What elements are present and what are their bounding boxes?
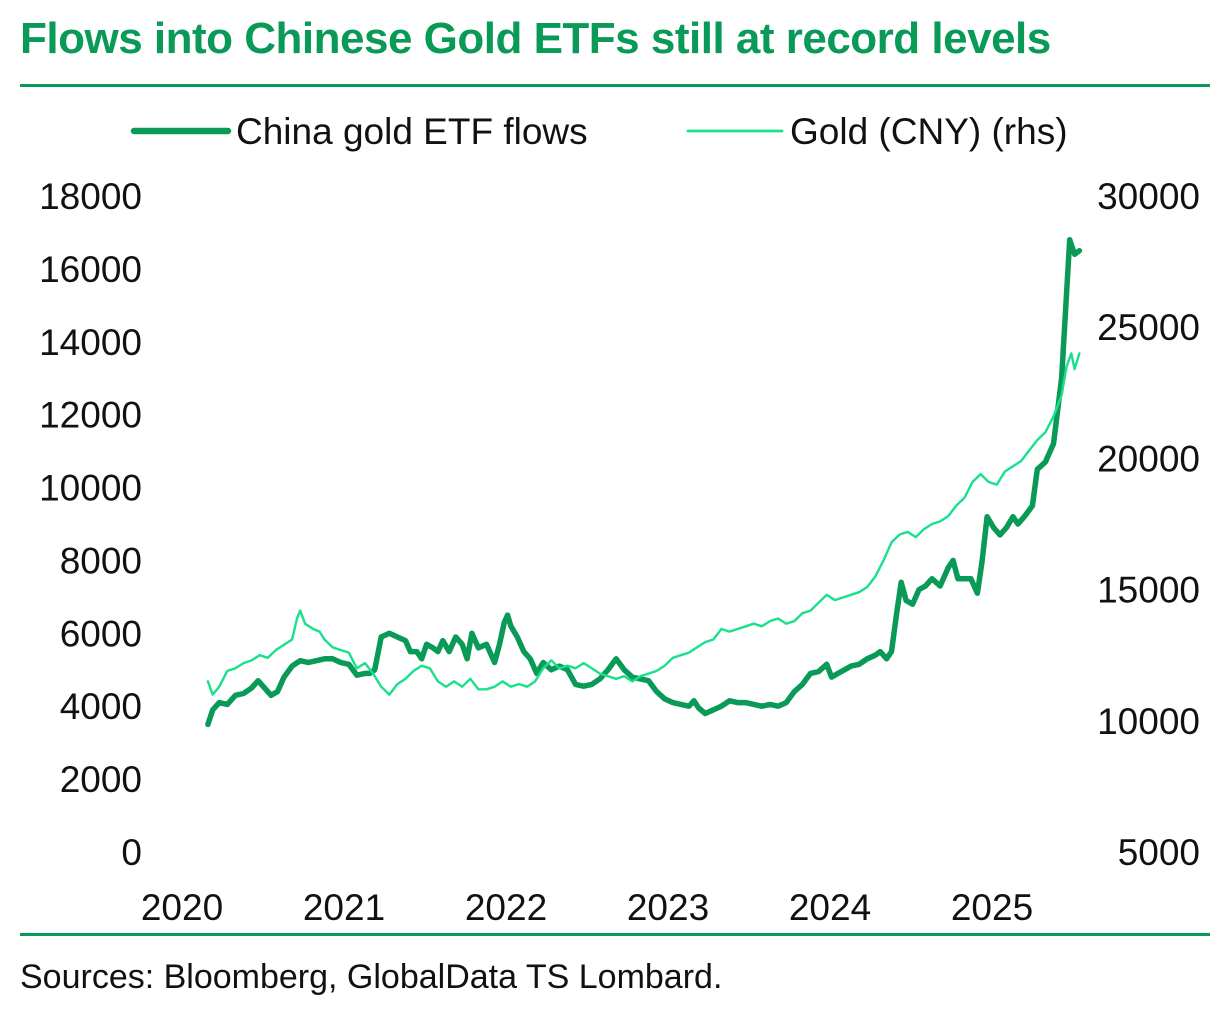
title-rule (20, 84, 1210, 87)
y-right-tick-label: 10000 (1097, 701, 1200, 742)
x-tick-label: 2025 (951, 887, 1033, 928)
chart-title: Flows into Chinese Gold ETFs still at re… (20, 14, 1051, 63)
source-note: Sources: Bloomberg, GlobalData TS Lombar… (20, 958, 723, 996)
y-left-tick-label: 0 (121, 832, 142, 873)
y-left-tick-label: 14000 (39, 322, 142, 363)
y-right-tick-label: 25000 (1097, 307, 1200, 348)
y-right-tick-label: 30000 (1097, 176, 1200, 217)
y-left-tick-label: 10000 (39, 468, 142, 509)
chart-area: 18000 16000 14000 12000 10000 8000 6000 4000 200… (39, 111, 1200, 928)
y-left-tick-label: 16000 (39, 249, 142, 290)
y-left-tick-label: 4000 (60, 686, 142, 727)
legend-label-gold: Gold (CNY) (rhs) (790, 111, 1068, 152)
y-left-tick-label: 12000 (39, 395, 142, 436)
x-tick-label: 2023 (627, 887, 709, 928)
y-right-tick-label: 5000 (1118, 832, 1200, 873)
footer-rule (20, 933, 1210, 936)
x-tick-label: 2024 (789, 887, 871, 928)
x-tick-label: 2020 (141, 887, 223, 928)
y-right-tick-label: 20000 (1097, 438, 1200, 479)
y-right-tick-label: 15000 (1097, 570, 1200, 611)
y-left-tick-label: 8000 (60, 540, 142, 581)
gold-series-line (206, 352, 1081, 696)
y-left-tick-label: 2000 (60, 759, 142, 800)
y-left-tick-label: 18000 (39, 176, 142, 217)
flows-series-line (205, 236, 1083, 728)
legend-label-flows: China gold ETF flows (236, 111, 588, 152)
x-tick-label: 2021 (303, 887, 385, 928)
y-left-tick-label: 6000 (60, 613, 142, 654)
x-tick-label: 2022 (465, 887, 547, 928)
